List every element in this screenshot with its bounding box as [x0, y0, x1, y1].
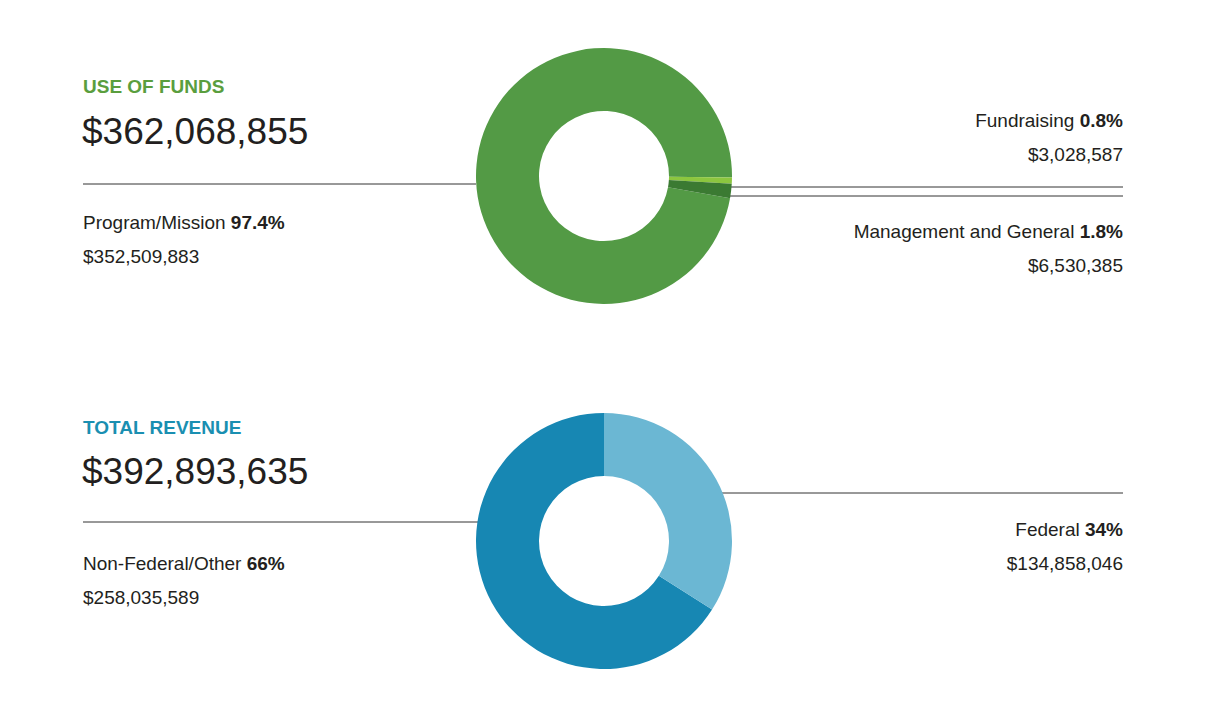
svg-text:$362,068,855: $362,068,855 — [82, 111, 308, 152]
svg-text:Non-Federal/Other: Non-Federal/Other — [83, 553, 247, 574]
svg-text:0.8%: 0.8% — [1080, 110, 1123, 131]
svg-text:$392,893,635: $392,893,635 — [82, 451, 308, 492]
svg-text:$134,858,046: $134,858,046 — [1007, 553, 1123, 574]
svg-text:Federal: Federal — [1015, 519, 1085, 540]
svg-text:USE OF FUNDS: USE OF FUNDS — [83, 76, 224, 97]
svg-text:$3,028,587: $3,028,587 — [1028, 144, 1123, 165]
svg-text:1.8%: 1.8% — [1080, 221, 1123, 242]
svg-text:$352,509,883: $352,509,883 — [83, 246, 199, 267]
svg-text:Management and General: Management and General — [854, 221, 1080, 242]
svg-text:34%: 34% — [1085, 519, 1123, 540]
svg-text:97.4%: 97.4% — [231, 212, 285, 233]
svg-text:66%: 66% — [247, 553, 285, 574]
svg-text:Program/Mission: Program/Mission — [83, 212, 231, 233]
svg-text:TOTAL REVENUE: TOTAL REVENUE — [83, 417, 241, 438]
svg-text:Fundraising: Fundraising — [975, 110, 1080, 131]
svg-text:$6,530,385: $6,530,385 — [1028, 255, 1123, 276]
svg-text:$258,035,589: $258,035,589 — [83, 587, 199, 608]
